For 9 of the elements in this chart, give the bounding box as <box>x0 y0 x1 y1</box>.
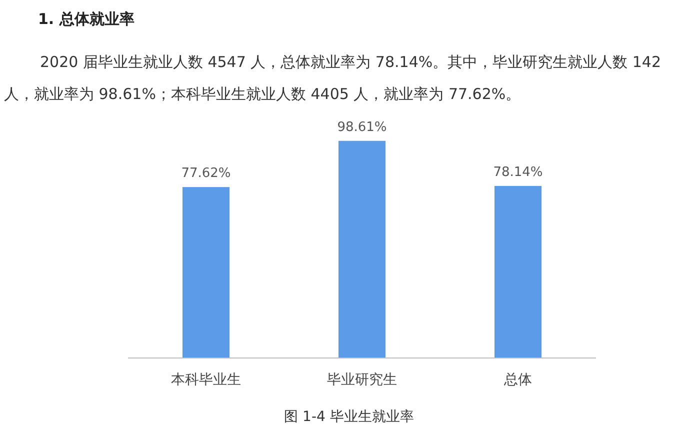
data-label: 98.61% <box>337 120 387 135</box>
chart-subtitle: 2020 届毕业生就业人数 4547 人，总体就业率为 78.14%。其中，毕业研究生就业人数 142 人，就业率为 98.61%；本科毕业生就业人数 4405 人，就业率为 77.62%。 <box>4 52 662 105</box>
caption: 图 1-4 毕业生就业率 <box>283 408 415 426</box>
x-tick-label: 总体 <box>503 372 532 388</box>
x-tick-label: 本科毕业生 <box>171 372 241 388</box>
data-label: 77.62% <box>181 166 231 182</box>
chart-title: 1. 总体就业率 <box>38 10 134 29</box>
x-tick-label: 毕业研究生 <box>327 372 397 388</box>
data-label: 78.14% <box>493 164 543 180</box>
